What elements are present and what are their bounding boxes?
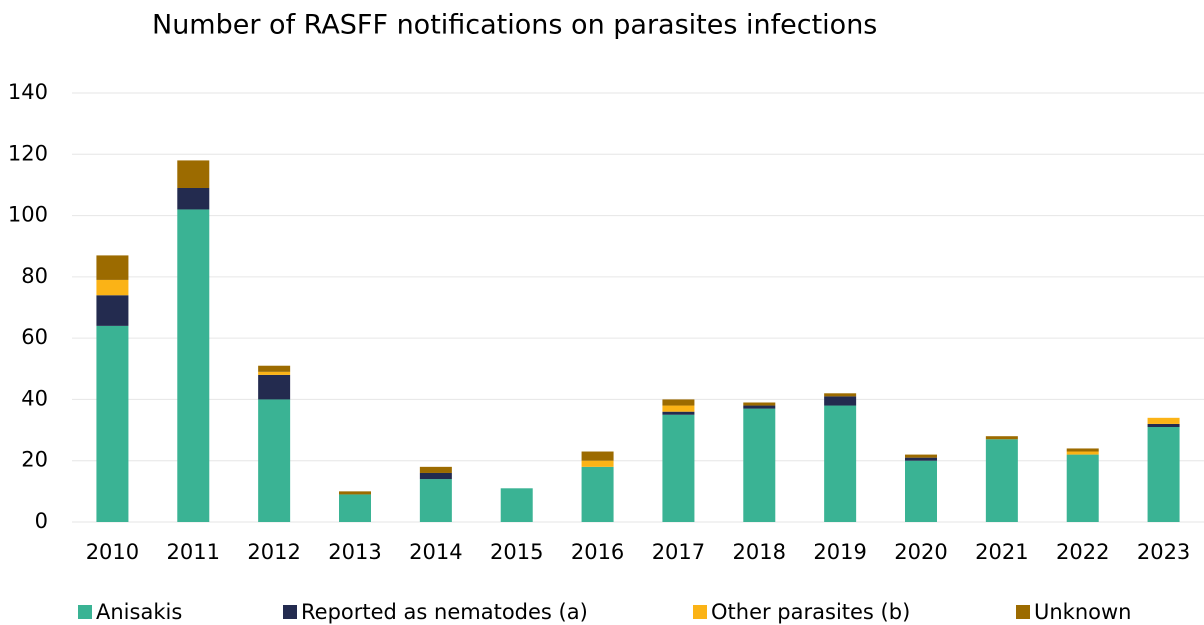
y-tick-label: 0 — [35, 509, 48, 533]
y-tick-label: 140 — [8, 80, 48, 104]
legend-label: Anisakis — [96, 600, 182, 624]
x-tick-label: 2022 — [1056, 540, 1109, 564]
bar-segment — [96, 279, 129, 296]
bar-segment — [419, 472, 452, 480]
bar-segment — [824, 405, 857, 522]
y-tick-label: 40 — [21, 386, 48, 410]
x-tick-label: 2021 — [975, 540, 1028, 564]
y-tick-label: 80 — [21, 264, 48, 288]
bar-segment — [339, 491, 371, 495]
bar-segment — [419, 479, 452, 522]
legend-swatch — [78, 605, 92, 619]
bar-segment — [96, 255, 129, 280]
bar-segment — [500, 488, 533, 522]
legend-swatch — [693, 605, 707, 619]
bar-segment — [177, 160, 210, 188]
bar-segment — [1066, 451, 1099, 455]
bar-segment — [1147, 427, 1180, 522]
bar-segment — [258, 399, 291, 522]
bar-segment — [258, 374, 291, 400]
x-tick-label: 2018 — [733, 540, 786, 564]
bar-segment — [1066, 448, 1099, 452]
bar-segment — [985, 439, 1018, 522]
bar-segment — [824, 396, 857, 406]
bar-segment — [985, 436, 1018, 440]
y-tick-label: 20 — [21, 448, 48, 472]
x-tick-label: 2023 — [1137, 540, 1190, 564]
x-tick-label: 2017 — [652, 540, 705, 564]
bar-segment — [581, 460, 614, 467]
bar-segment — [419, 466, 452, 473]
legend-label: Reported as nematodes (a) — [301, 600, 588, 624]
bar-segment — [177, 209, 210, 522]
x-tick-label: 2015 — [490, 540, 543, 564]
bar-segment — [662, 414, 695, 522]
legend-label: Unknown — [1034, 600, 1131, 624]
x-tick-label: 2020 — [894, 540, 947, 564]
legend-swatch — [283, 605, 297, 619]
chart-title: Number of RASFF notifications on parasit… — [152, 10, 877, 41]
bar-segment — [258, 371, 291, 375]
legend-label: Other parasites (b) — [711, 600, 910, 624]
bar-segment — [258, 365, 291, 372]
legend-swatch — [1016, 605, 1030, 619]
bar-segment — [662, 399, 695, 406]
bar-segment — [1066, 454, 1099, 522]
y-tick-label: 100 — [8, 203, 48, 227]
bar-segment — [177, 187, 210, 210]
x-tick-label: 2010 — [86, 540, 139, 564]
bar-segment — [662, 411, 695, 415]
bar-segment — [339, 494, 371, 522]
bar-segment — [905, 460, 937, 522]
bar-segment — [96, 295, 129, 326]
bar-segment — [96, 325, 129, 522]
x-tick-label: 2019 — [813, 540, 866, 564]
x-tick-label: 2011 — [167, 540, 220, 564]
bar-segment — [743, 405, 776, 409]
x-tick-label: 2016 — [571, 540, 624, 564]
bar-segment — [824, 393, 857, 397]
bar-segment — [905, 457, 937, 461]
y-tick-label: 120 — [8, 141, 48, 165]
bar-segment — [743, 408, 776, 522]
x-tick-label: 2013 — [328, 540, 381, 564]
bar-segment — [581, 466, 614, 522]
x-tick-label: 2014 — [409, 540, 462, 564]
bar-segment — [1147, 417, 1180, 424]
bar-segment — [662, 405, 695, 412]
bar-segment — [581, 451, 614, 461]
bar-segment — [743, 402, 776, 406]
x-tick-label: 2012 — [247, 540, 300, 564]
bar-segment — [1147, 423, 1180, 428]
y-tick-label: 60 — [21, 325, 48, 349]
bar-segment — [905, 454, 937, 458]
